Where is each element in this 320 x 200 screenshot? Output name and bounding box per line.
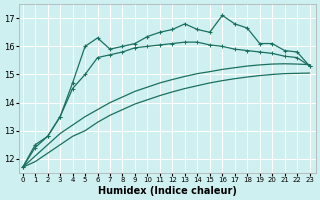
X-axis label: Humidex (Indice chaleur): Humidex (Indice chaleur) (98, 186, 237, 196)
